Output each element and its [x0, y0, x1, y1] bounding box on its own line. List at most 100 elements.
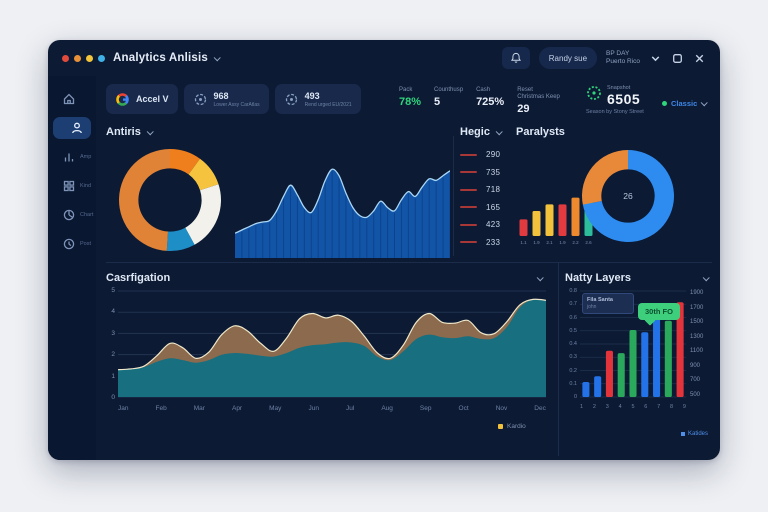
snapshot-sub: Season by Stony Street [586, 109, 644, 115]
legend-label: Kardio [507, 423, 526, 430]
chevron-down-icon [213, 53, 221, 61]
sidebar-item-pie-chart[interactable]: Chart [48, 204, 96, 226]
x-axis-label: 4 [618, 404, 622, 410]
traffic-light-1[interactable] [74, 54, 81, 62]
sidebar-item-bar-chart[interactable]: Amp [48, 146, 96, 168]
chevron-down-icon[interactable] [702, 273, 710, 281]
traffic-light-3[interactable] [98, 54, 105, 62]
user-icon [71, 122, 82, 134]
left-axis-label: 0.7 [569, 301, 577, 308]
hegic-title: Hegic [460, 126, 490, 138]
legend-swatch [498, 424, 503, 429]
y-axis-label: 3 [111, 329, 115, 337]
x-axis-label: May [269, 405, 282, 412]
chip-0[interactable]: Accel V [106, 84, 178, 114]
chips-group: Accel V 968 Lower Assy CarAtlas 493 Rend urg… [106, 84, 712, 114]
sidebar-item-clock[interactable]: Post [48, 233, 96, 255]
chip-label: 968 [213, 90, 229, 101]
left-axis-label: 0.4 [569, 341, 577, 347]
snapshot-value: 6505 [607, 91, 641, 107]
main-content: Accel V 968 Lower Assy CarAtlas 493 Rend urg… [96, 76, 720, 460]
traffic-light-0[interactable] [62, 54, 69, 62]
stat-value: 5 [434, 96, 441, 109]
titlebar: Analytics Anlisis Randy sue BP DAY Puert… [48, 40, 720, 76]
chip-2[interactable]: 493 Rend urged EU/2021 [274, 84, 361, 114]
footnote-swatch [680, 432, 685, 436]
wreath-icon [587, 86, 601, 100]
sidebar-item-user[interactable] [53, 117, 91, 139]
home-icon [63, 93, 75, 105]
sidebar-item-grid[interactable]: Kind [48, 175, 96, 197]
x-axis-label: Oct [458, 405, 469, 412]
titlebar-meta-line1: BP DAY [606, 49, 630, 57]
chevron-down-icon[interactable] [536, 273, 544, 281]
stat-2: Cash 725% [476, 87, 504, 115]
layers-left-axis-labels: 0.8 0.7 0.6 0.5 0.4 0.3 0.2 0.1 0 [565, 288, 577, 400]
traffic-light-2[interactable] [86, 54, 93, 62]
classic-link[interactable]: Classic [662, 99, 709, 108]
right-axis-label: 700 [690, 377, 701, 384]
chart-legend: Kardio [498, 423, 526, 430]
svg-text:1.9: 1.9 [533, 240, 540, 245]
x-axis-label: Sep [419, 405, 432, 412]
maximize-icon[interactable] [671, 52, 684, 65]
metric-row: 165 [460, 203, 500, 212]
stats-group: Pack 78% Counthusp 5 Cash 725% Reset Christmas… [399, 87, 560, 115]
y-axis-label: 1 [111, 372, 115, 380]
footnote-label: Katides [687, 431, 708, 437]
mid-charts-row: Antiris Hegic 290 735 718 165 423 233 Paralys… [106, 126, 712, 262]
right-axis-label: 500 [690, 391, 701, 398]
chevron-down-icon [146, 127, 154, 135]
sidebar-item-label: Kind [80, 183, 92, 189]
x-axis-label: 7 [657, 404, 661, 410]
notify-button[interactable]: Randy sue [538, 47, 598, 69]
left-axis-label: 0.3 [569, 354, 577, 361]
sidebar-item-home[interactable] [48, 88, 96, 110]
y-axis-label: 4 [111, 308, 115, 316]
svg-text:2.2: 2.2 [572, 240, 579, 245]
activity-title: Antiris [106, 126, 141, 138]
chevron-down-icon[interactable] [649, 52, 662, 65]
window-title[interactable]: Analytics Anlisis [113, 52, 221, 64]
config-title: Casrfigation [106, 272, 171, 284]
bar-chart-icon [64, 153, 74, 162]
layers-title: Natty Layers [565, 272, 632, 284]
x-axis-label: Apr [231, 405, 243, 412]
chip-1[interactable]: 968 Lower Assy CarAtlas [183, 84, 269, 114]
metric-value: 718 [486, 185, 501, 195]
x-axis-label: 6 [644, 404, 648, 410]
classic-link-label: Classic [671, 99, 698, 108]
x-axis-label: Mar [193, 405, 205, 412]
metric-row: 718 [460, 185, 500, 194]
chevron-down-icon [495, 127, 503, 135]
bell-icon [510, 52, 521, 63]
activity-donut-chart [119, 149, 221, 251]
x-axis-label: 1 [580, 404, 584, 410]
hegic-section-header[interactable]: Hegic [460, 126, 503, 138]
activity-section-header[interactable]: Antiris [106, 126, 154, 138]
x-axis-label: Feb [155, 405, 167, 412]
metric-row: 290 [460, 150, 500, 159]
tooltip-line1: Fila Santa [587, 297, 613, 303]
x-axis-label: 5 [631, 404, 635, 410]
traffic-lights[interactable] [62, 54, 105, 62]
x-axis-label: 3 [605, 404, 609, 410]
chip-label: Accel V [136, 94, 169, 104]
x-axis-label: Aug [381, 405, 393, 412]
config-x-axis-labels: Jan Feb Mar Apr May Jun Jul Aug Sep Oct Nov Dec [118, 405, 546, 412]
close-icon[interactable] [693, 52, 706, 65]
paralysts-title: Paralysts [516, 126, 565, 138]
paralysts-section-header: Paralysts [516, 126, 565, 138]
bell-button[interactable] [501, 47, 530, 69]
left-axis-label: 0.2 [569, 367, 577, 374]
metric-row: 735 [460, 168, 500, 177]
layers-panel: Natty Layers 0.8 0.7 0.6 0.5 0.4 0.3 0.2 0.1 0 F… [558, 263, 712, 456]
stat-label: Counthusp [434, 87, 464, 93]
stat-label: Reset Christmas Keep [517, 87, 560, 101]
config-stacked-area-chart [118, 290, 546, 398]
metric-marker [460, 188, 477, 191]
metric-marker [460, 206, 477, 209]
x-axis-label: Jun [308, 405, 319, 412]
x-axis-label: 8 [670, 404, 674, 410]
